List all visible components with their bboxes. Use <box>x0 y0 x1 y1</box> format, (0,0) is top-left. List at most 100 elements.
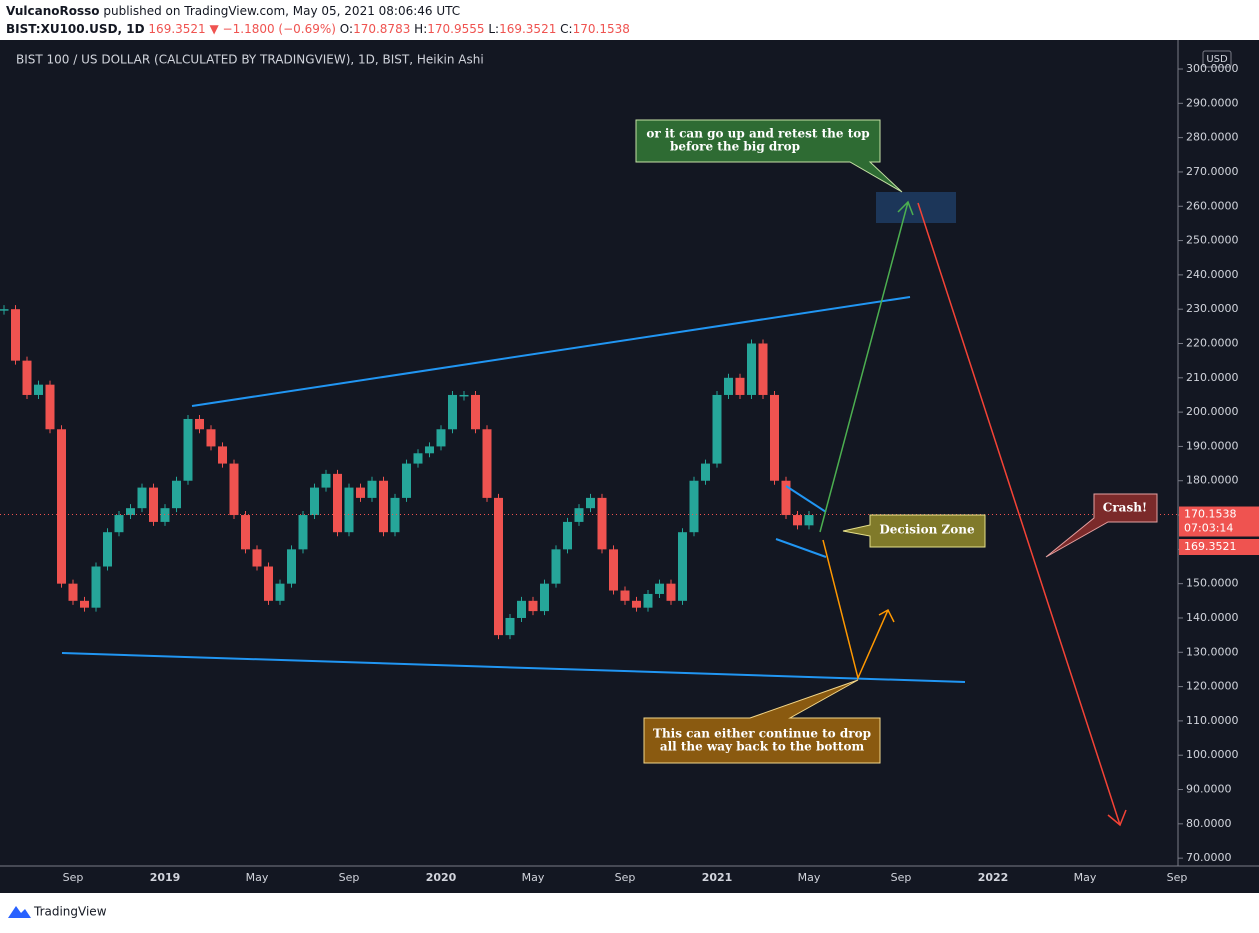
y-tick-label: 100.0000 <box>1186 748 1239 761</box>
candle <box>574 508 584 522</box>
last-price-label: 170.1538 <box>1184 508 1237 521</box>
ohlc-value: 170.9555 <box>427 22 484 36</box>
x-tick-label: 2020 <box>426 871 457 884</box>
candle <box>195 418 204 430</box>
x-tick-label: Sep <box>63 871 84 884</box>
candle <box>758 343 768 395</box>
candle <box>471 394 480 430</box>
candle <box>321 473 331 488</box>
annotation: all the way back to the bottom <box>660 740 865 754</box>
x-tick-label: May <box>522 871 545 884</box>
callout-top <box>635 119 903 193</box>
candle <box>275 583 285 601</box>
ohlc-value: 170.1538 <box>573 22 630 36</box>
x-tick-label: 2022 <box>978 871 1009 884</box>
candle <box>436 429 446 447</box>
upper-trendline <box>191 296 911 407</box>
candle <box>586 497 595 509</box>
candle <box>264 566 273 601</box>
candle <box>632 600 641 608</box>
y-tick-label: 140.0000 <box>1186 611 1239 624</box>
candle <box>528 600 538 612</box>
annotation: This can either continue to drop <box>653 727 871 741</box>
candle <box>770 394 779 481</box>
candle <box>126 508 135 516</box>
y-tick-label: 250.0000 <box>1186 234 1239 247</box>
candle <box>149 487 158 522</box>
y-tick-label: 150.0000 <box>1186 577 1239 590</box>
x-tick-label: May <box>798 871 821 884</box>
header-line-1: VulcanoRosso published on TradingView.co… <box>6 4 460 18</box>
candle <box>310 487 319 516</box>
candle <box>22 360 32 395</box>
candle <box>551 549 561 584</box>
x-tick-label: May <box>1074 871 1097 884</box>
candle <box>643 593 653 608</box>
crash-arrow-head <box>1107 809 1127 827</box>
candle <box>229 463 239 516</box>
candle <box>459 394 469 397</box>
candle <box>356 487 365 498</box>
candle <box>781 480 791 516</box>
y-tick-label: 120.0000 <box>1186 680 1239 693</box>
candle <box>34 384 43 395</box>
candle <box>494 497 503 636</box>
candle <box>517 600 526 618</box>
candle <box>425 446 434 454</box>
x-tick-label: 2021 <box>702 871 733 884</box>
candle <box>252 549 262 567</box>
up-arrow-head <box>897 200 914 216</box>
y-tick-label: 190.0000 <box>1186 439 1239 452</box>
candle <box>103 532 112 567</box>
candle <box>747 343 756 395</box>
countdown: 07:03:14 <box>1184 522 1233 535</box>
candle <box>241 515 250 550</box>
footer-brand: TradingView <box>33 905 107 919</box>
candle <box>655 583 664 594</box>
crash-arrow <box>917 202 1121 826</box>
logo <box>8 906 31 918</box>
candle <box>114 515 124 533</box>
wedge-bottom <box>775 538 827 558</box>
currency: USD <box>1206 54 1228 65</box>
y-tick-label: 230.0000 <box>1186 302 1239 315</box>
candle <box>712 394 722 464</box>
ohlc-value: 170.8783 <box>353 22 410 36</box>
candle <box>218 446 227 464</box>
x-tick-label: 2019 <box>150 871 181 884</box>
candle <box>0 309 9 311</box>
annotation: or it can go up and retest the top <box>646 127 869 141</box>
drop-arrow <box>822 539 889 681</box>
candle <box>448 394 457 430</box>
y-tick-label: 130.0000 <box>1186 645 1239 658</box>
candle <box>80 600 89 608</box>
candle <box>183 418 193 481</box>
y-tick-label: 200.0000 <box>1186 405 1239 418</box>
x-tick-label: Sep <box>615 871 636 884</box>
publisher: VulcanoRosso <box>6 4 100 18</box>
candle <box>563 521 572 550</box>
y-tick-label: 80.0000 <box>1186 817 1232 830</box>
y-tick-label: 180.0000 <box>1186 474 1239 487</box>
candle <box>402 463 411 498</box>
candle <box>620 590 630 601</box>
low-box <box>1179 539 1259 555</box>
wedge-top <box>785 485 827 513</box>
y-tick-label: 110.0000 <box>1186 714 1239 727</box>
y-tick-label: 270.0000 <box>1186 165 1239 178</box>
candle <box>379 480 388 533</box>
candle <box>804 515 814 526</box>
candle <box>413 453 423 464</box>
annotation: before the big drop <box>670 140 800 154</box>
candle <box>91 566 101 608</box>
candle <box>287 549 296 584</box>
callout-crash <box>1045 493 1158 558</box>
callout-bottom <box>643 679 881 764</box>
candle <box>298 515 308 550</box>
ohlc-label: O: <box>340 22 353 36</box>
candle <box>45 384 55 430</box>
callout-decision <box>842 514 986 548</box>
y-tick-label: 290.0000 <box>1186 96 1239 109</box>
x-tick-label: Sep <box>891 871 912 884</box>
